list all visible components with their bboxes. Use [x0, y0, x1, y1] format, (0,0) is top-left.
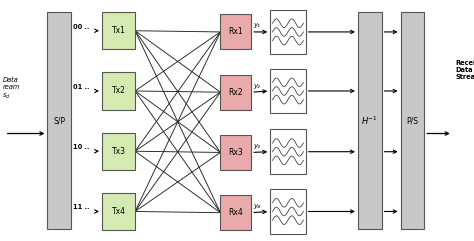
Text: 10 ..: 10 ..: [73, 144, 90, 150]
Text: Receiv
Data
Stream: Receiv Data Stream: [455, 60, 474, 80]
Bar: [270, 189, 306, 234]
Text: Data
ream
$s_d$: Data ream $s_d$: [2, 77, 20, 100]
Text: Rx2: Rx2: [228, 88, 243, 97]
Bar: [270, 10, 306, 54]
Text: y₂: y₂: [254, 83, 261, 88]
Text: Rx1: Rx1: [228, 27, 243, 36]
Text: y₃: y₃: [254, 143, 261, 149]
Bar: [47, 12, 71, 229]
Bar: [102, 133, 135, 170]
Bar: [220, 195, 251, 230]
Text: 00 ..: 00 ..: [73, 24, 90, 29]
Text: Tx1: Tx1: [111, 26, 126, 35]
Text: S/P: S/P: [53, 116, 65, 125]
Bar: [102, 12, 135, 49]
Bar: [220, 14, 251, 49]
Bar: [270, 129, 306, 174]
Text: y₁: y₁: [254, 22, 261, 28]
Bar: [220, 75, 251, 110]
Text: P/S: P/S: [406, 116, 419, 125]
Bar: [102, 72, 135, 110]
Text: Tx2: Tx2: [111, 87, 126, 95]
Text: y₄: y₄: [254, 203, 261, 209]
Text: 01 ..: 01 ..: [73, 84, 90, 90]
Text: 11 ..: 11 ..: [73, 204, 90, 210]
Bar: [358, 12, 382, 229]
Bar: [220, 135, 251, 170]
Text: Tx4: Tx4: [111, 207, 126, 216]
Bar: [270, 69, 306, 113]
Bar: [102, 193, 135, 230]
Text: Rx3: Rx3: [228, 148, 243, 157]
Text: Rx4: Rx4: [228, 208, 243, 217]
Bar: [401, 12, 424, 229]
Text: Tx3: Tx3: [111, 147, 126, 156]
Text: $H^{-1}$: $H^{-1}$: [361, 114, 378, 127]
Text: $h_{ij}$: $h_{ij}$: [168, 0, 178, 1]
